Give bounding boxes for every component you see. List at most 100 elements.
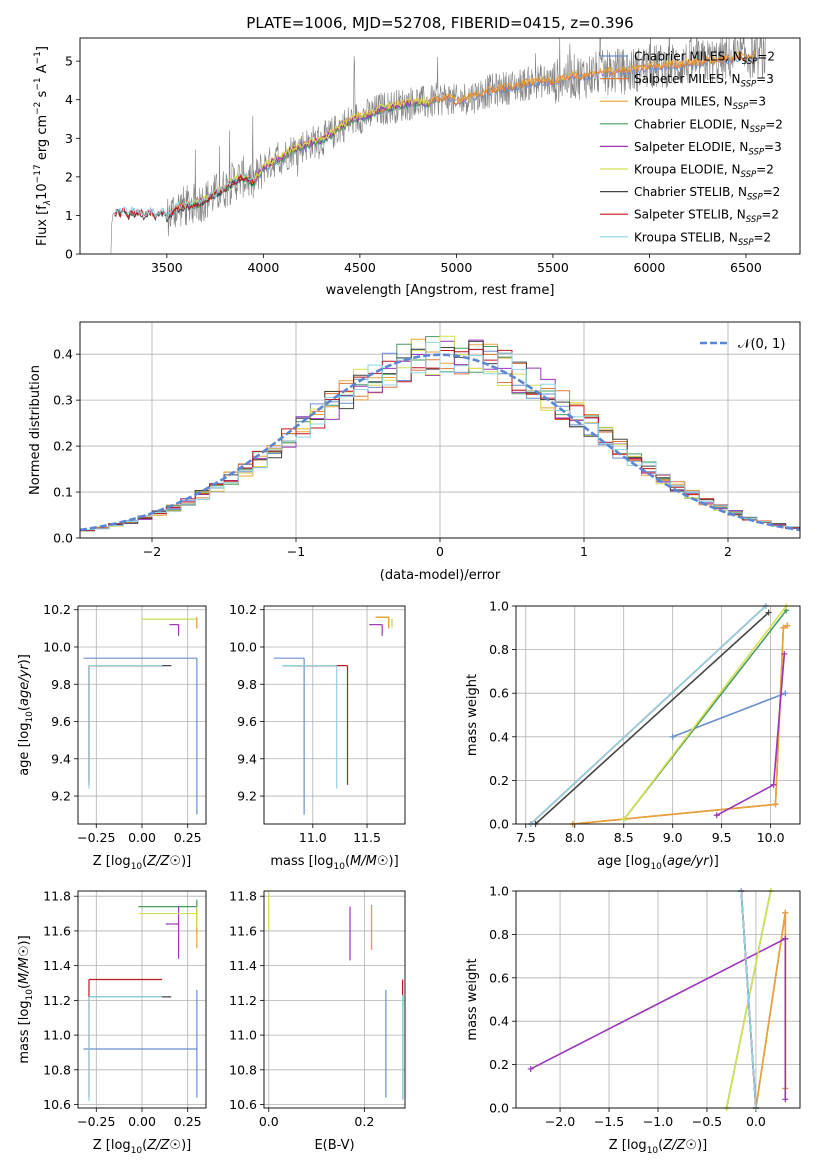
- y-tick-label: 9.8: [51, 677, 71, 692]
- legend-entry: Kroupa MILES, NSSP=3: [634, 95, 766, 113]
- y-tick-label: 11.6: [43, 923, 71, 938]
- x-tick-label: 0.25: [174, 1114, 202, 1129]
- weight-line: [740, 891, 757, 1108]
- axes-frame: [79, 321, 801, 539]
- legend-entry: Chabrier MILES, NSSP=2: [634, 50, 775, 68]
- x-tick-label: 0.25: [174, 830, 202, 845]
- x-tick-label: 6500: [730, 260, 762, 275]
- y-axis-label: mass [log10(M/M☉)]: [17, 935, 35, 1063]
- axes-frame: [77, 605, 207, 825]
- x-tick-label: 10.0: [757, 830, 785, 845]
- axes-frame: [263, 890, 406, 1109]
- y-tick-label: 10.0: [43, 639, 71, 654]
- y-tick-label: 9.6: [51, 714, 71, 729]
- y-tick-label: 0.0: [489, 817, 509, 832]
- x-tick-label: 11.5: [353, 830, 381, 845]
- weight-marker: [765, 609, 772, 616]
- legend-entry: Salpeter MILES, NSSP=3: [634, 72, 774, 90]
- x-tick-label: −0.5: [692, 1114, 722, 1129]
- y-tick-label: 9.8: [237, 677, 257, 692]
- age-vs-mass-panel: 11.0 11.5 9.2 9.4 9.6 9.8 10.0 10.2 mass [log10(…: [229, 602, 406, 872]
- weight-vs-age-panel: 7.5 8.0 8.5 9.0 9.5 10.0 0.0 0.2 0.4 0.6 0.8 1.0 mas…: [465, 599, 801, 872]
- weight-marker: [780, 624, 787, 631]
- y-tick-label: 0.0: [489, 1101, 509, 1116]
- x-tick-label: 0.00: [128, 830, 156, 845]
- x-axis-label: mass [log10(M/M☉)]: [270, 854, 398, 872]
- weight-line: [672, 692, 786, 738]
- y-tick-label: 0.0: [53, 531, 73, 546]
- weight-line: [535, 611, 770, 824]
- y-tick-label: 10.0: [229, 639, 257, 654]
- x-tick-label: 4500: [344, 260, 376, 275]
- x-axis-label: (data-model)/error: [380, 568, 501, 583]
- y-tick-label: 0.2: [489, 1057, 509, 1072]
- spectrum-model-line: [170, 53, 756, 218]
- y-tick-label: 0.6: [489, 686, 509, 701]
- y-tick-label: 0: [65, 247, 73, 262]
- y-tick-label: 10.6: [229, 1097, 257, 1112]
- legend-entry: Chabrier ELODIE, NSSP=2: [634, 117, 783, 135]
- axes-frame: [79, 37, 801, 255]
- weight-vs-Z-panel: −2.0 −1.5 −1.0 −0.5 0.0 0.0 0.2 0.4 0.6 0.8 1.0 mas…: [465, 884, 801, 1156]
- spectrum-data-line: [110, 38, 766, 254]
- weight-marker: [527, 1065, 534, 1072]
- y-tick-label: 3: [65, 131, 73, 146]
- weight-line: [716, 653, 786, 817]
- y-tick-label: 4: [65, 92, 73, 107]
- x-tick-label: 4000: [247, 260, 279, 275]
- y-tick-label: 10.2: [229, 602, 257, 617]
- x-tick-label: −0.25: [77, 1114, 115, 1129]
- x-tick-label: 0.00: [128, 1114, 156, 1129]
- y-tick-label: 10.8: [43, 1062, 71, 1077]
- x-tick-label: 0.2: [354, 1114, 374, 1129]
- x-tick-label: −1.5: [594, 1114, 624, 1129]
- y-tick-label: 5: [65, 54, 73, 69]
- y-tick-label: 0.8: [489, 927, 509, 942]
- x-tick-label: −2: [143, 544, 161, 559]
- y-tick-label: 9.4: [237, 751, 257, 766]
- axes-frame: [515, 605, 801, 825]
- y-tick-label: 11.0: [43, 1028, 71, 1043]
- axes-frame: [515, 890, 801, 1109]
- x-tick-label: 8.0: [565, 830, 585, 845]
- x-tick-label: 8.5: [614, 830, 634, 845]
- y-tick-label: 2: [65, 169, 73, 184]
- y-tick-label: 0.3: [53, 393, 73, 408]
- y-axis-label: Normed distribution: [28, 365, 43, 495]
- x-tick-label: 5000: [441, 260, 473, 275]
- x-tick-label: −2.0: [545, 1114, 575, 1129]
- y-tick-label: 9.6: [237, 714, 257, 729]
- legend-entry: Salpeter STELIB, NSSP=2: [634, 208, 779, 226]
- x-tick-label: 6000: [634, 260, 666, 275]
- x-tick-label: 9.0: [663, 830, 683, 845]
- x-tick-label: 2: [724, 544, 732, 559]
- x-tick-label: −1.0: [643, 1114, 673, 1129]
- y-tick-label: 11.2: [229, 993, 257, 1008]
- y-tick-label: 0.4: [53, 347, 73, 362]
- gaussian-legend-label: 𝒩(0, 1): [738, 337, 785, 352]
- y-tick-label: 11.8: [229, 889, 257, 904]
- y-tick-label: 0.4: [489, 729, 509, 744]
- spectrum-model-line: [114, 172, 256, 221]
- weight-line: [530, 937, 787, 1100]
- spectrum-legend: Chabrier MILES, NSSP=2 Salpeter MILES, NS…: [600, 50, 783, 248]
- weight-marker: [782, 935, 789, 942]
- y-tick-label: 0.2: [53, 439, 73, 454]
- axes-frame: [263, 605, 406, 825]
- axes-frame: [77, 890, 207, 1109]
- weight-marker: [782, 1096, 789, 1103]
- y-axis-label: age [log10(age/yr)]: [17, 654, 35, 776]
- weight-marker: [782, 690, 789, 697]
- mass-vs-Z-panel: −0.25 0.00 0.25 10.6 10.8 11.0 11.2 11.4 11.6 11.…: [17, 889, 207, 1156]
- figure-title: PLATE=1006, MJD=52708, FIBERID=0415, z=0…: [246, 14, 633, 32]
- x-tick-label: 7.5: [516, 830, 536, 845]
- weight-marker: [772, 801, 779, 808]
- y-tick-label: 11.6: [229, 923, 257, 938]
- y-tick-label: 11.4: [229, 958, 257, 973]
- weight-line: [623, 606, 787, 821]
- weight-marker: [770, 781, 777, 788]
- weight-marker: [620, 816, 627, 823]
- gaussian-curve: [80, 353, 800, 532]
- y-tick-label: 0.6: [489, 970, 509, 985]
